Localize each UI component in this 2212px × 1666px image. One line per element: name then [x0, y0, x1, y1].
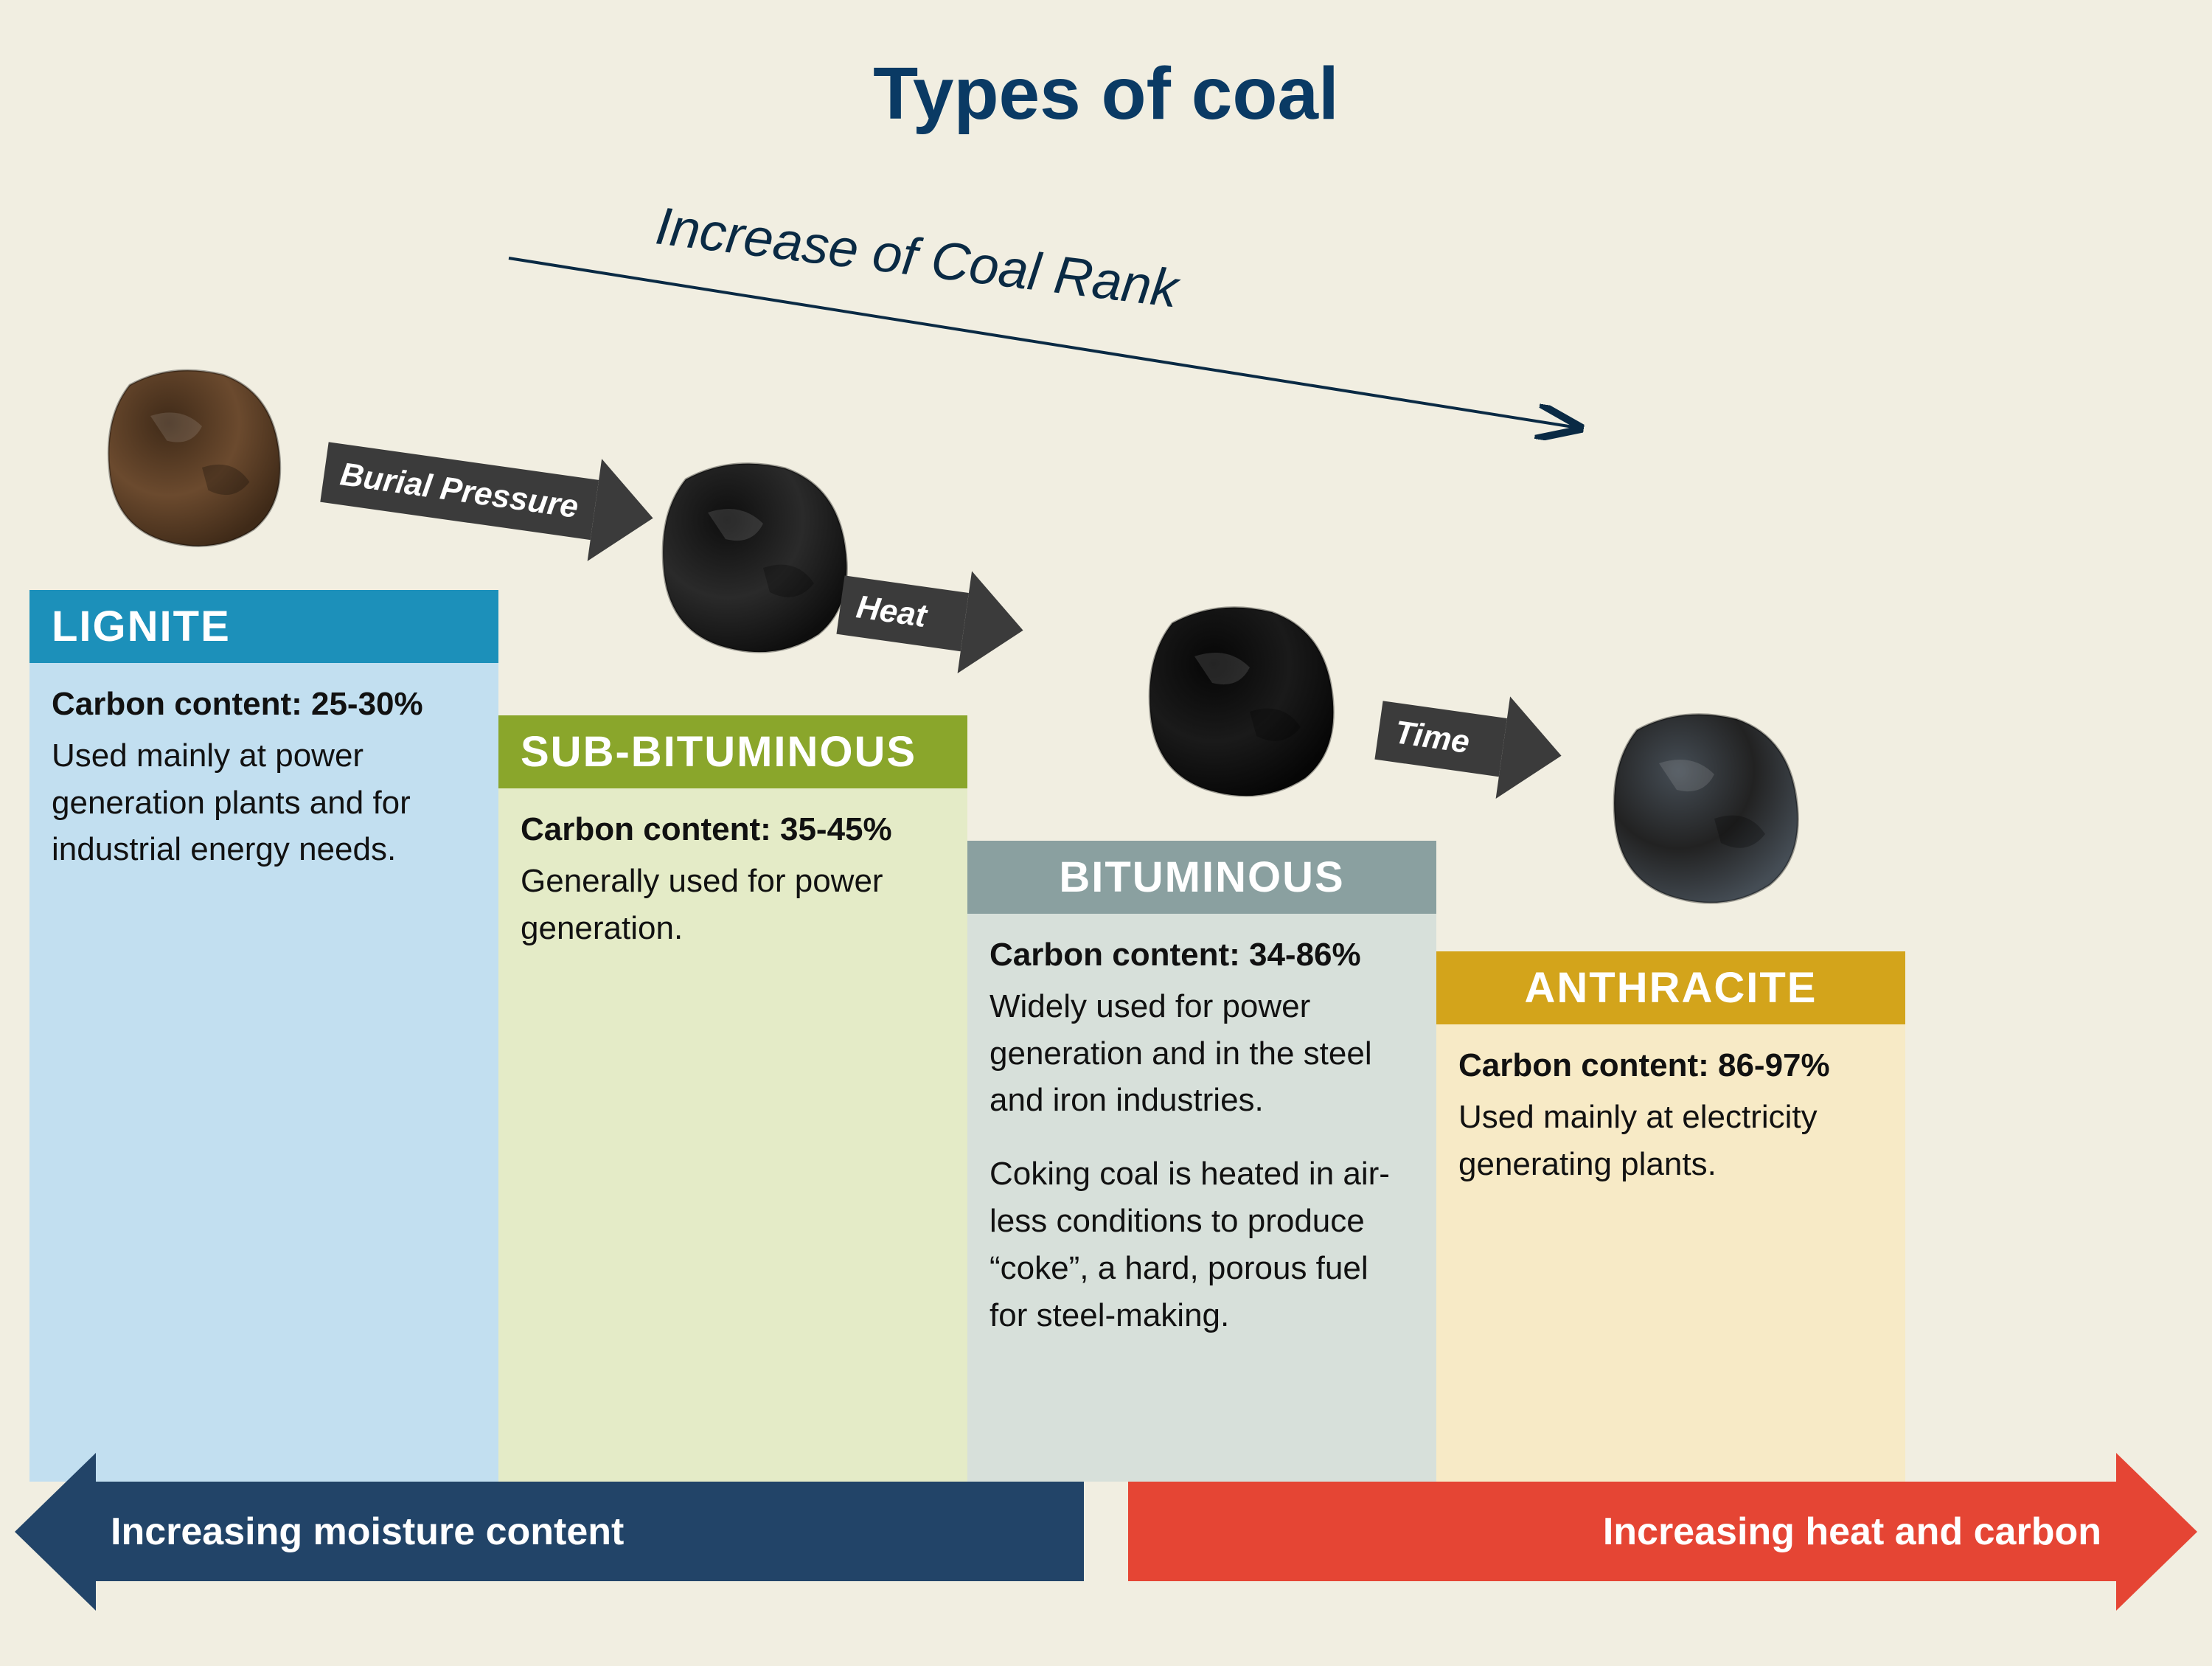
moisture-label: Increasing moisture content — [81, 1482, 1084, 1581]
arrowhead-icon — [1496, 696, 1569, 807]
process-arrow-label: Burial Pressure — [320, 442, 599, 540]
coal-rock-icon — [1128, 590, 1349, 811]
process-arrow-label: Heat — [836, 575, 968, 651]
coal-body: Carbon content: 86-97%Used mainly at ele… — [1436, 1024, 1905, 1482]
coal-rock-icon — [1593, 693, 1814, 922]
process-arrow-label: Time — [1374, 701, 1506, 777]
coal-column-bituminous: BITUMINOUSCarbon content: 34-86%Widely u… — [967, 841, 1436, 1482]
heat-carbon-label: Increasing heat and carbon — [1128, 1482, 2131, 1581]
arrowhead-icon — [958, 571, 1031, 681]
coal-body: Carbon content: 25-30%Used mainly at pow… — [29, 663, 498, 1482]
coal-header: BITUMINOUS — [967, 841, 1436, 914]
coal-column-anthracite: ANTHRACITECarbon content: 86-97%Used mai… — [1436, 951, 1905, 1482]
coal-column-lignite: LIGNITECarbon content: 25-30%Used mainly… — [29, 590, 498, 1482]
coal-body: Carbon content: 34-86%Widely used for po… — [967, 914, 1436, 1482]
coal-rock-icon — [641, 435, 863, 678]
coal-header: LIGNITE — [29, 590, 498, 663]
process-arrow: Heat — [833, 554, 1030, 681]
bottom-bar: Increasing moisture content Increasing h… — [22, 1482, 2190, 1581]
coal-rock-icon — [81, 354, 302, 560]
coal-body: Carbon content: 35-45%Generally used for… — [498, 788, 967, 1482]
page-title: Types of coal — [0, 52, 2212, 136]
coal-header: ANTHRACITE — [1436, 951, 1905, 1024]
coal-column-sub-bituminous: SUB-BITUMINOUSCarbon content: 35-45%Gene… — [498, 715, 967, 1482]
process-arrow: Time — [1371, 679, 1568, 807]
arrowhead-right-icon — [2116, 1453, 2197, 1611]
coal-header: SUB-BITUMINOUS — [498, 715, 967, 788]
